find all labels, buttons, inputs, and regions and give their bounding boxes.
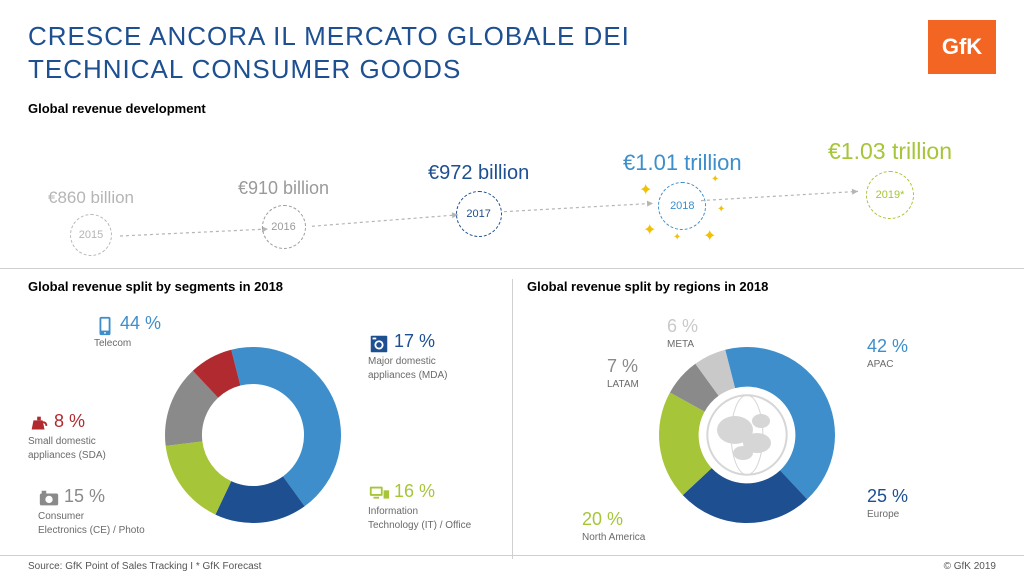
sparkle-icon: ✦ <box>643 220 656 240</box>
computer-icon <box>368 483 390 505</box>
timeline-node: €910 billion 2016 <box>238 178 329 249</box>
chart-label: 6 % META <box>667 315 698 351</box>
timeline-year-circle: 2016 <box>262 205 306 249</box>
chart-label-pct: 8 % <box>54 411 85 431</box>
chart-label-pct: 44 % <box>120 313 161 333</box>
timeline-node: €972 billion 2017 <box>428 162 529 237</box>
timeline-value: €972 billion <box>428 162 529 185</box>
chart-label: 44 % Telecom <box>94 312 161 351</box>
chart-label: 42 % APAC <box>867 335 908 371</box>
chart-label-name: META <box>667 339 694 350</box>
globe-icon <box>707 395 786 474</box>
segment-donut: 44 % Telecom 17 % Major domesticappliances … <box>28 300 498 540</box>
chart-label: 25 % Europe <box>867 485 908 521</box>
chart-label-name: Small domesticappliances (SDA) <box>28 436 106 461</box>
region-donut: 42 % APAC 25 % Europe 20 % North America 7 % LA… <box>527 300 997 540</box>
logo-text: GfK <box>942 34 982 60</box>
footer: Source: GfK Point of Sales Tracking I * … <box>0 555 1024 577</box>
chart-label: 7 % LATAM <box>607 355 639 391</box>
page-title: CRESCE ANCORA IL MERCATO GLOBALE DEI TEC… <box>28 20 630 85</box>
timeline-value: €860 billion <box>48 188 134 208</box>
chart-label: 8 % Small domesticappliances (SDA) <box>28 410 106 463</box>
chart-label-pct: 17 % <box>394 331 435 351</box>
region-chart-panel: Global revenue split by regions in 2018 … <box>513 279 997 559</box>
footer-source: Source: GfK Point of Sales Tracking I * … <box>28 561 261 572</box>
timeline-node: €1.03 trillion 2019* <box>828 138 952 219</box>
camera-icon <box>38 488 60 510</box>
timeline-year-circle: 2018 <box>658 182 706 230</box>
footer-copyright: © GfK 2019 <box>944 561 996 572</box>
chart-label: 16 % InformationTechnology (IT) / Office <box>368 480 471 533</box>
kettle-icon <box>28 413 50 435</box>
timeline-title: Global revenue development <box>28 101 996 116</box>
phone-icon <box>94 315 116 337</box>
chart-label-name: InformationTechnology (IT) / Office <box>368 506 471 531</box>
chart-label-name: APAC <box>867 359 894 370</box>
chart-label-name: Major domesticappliances (MDA) <box>368 356 447 381</box>
segment-chart-title: Global revenue split by segments in 2018 <box>28 279 498 294</box>
sparkle-icon: ✦ <box>639 180 652 200</box>
gfk-logo: GfK <box>928 20 996 74</box>
timeline-node: €860 billion 2015 <box>48 188 134 256</box>
chart-label: 15 % ConsumerElectronics (CE) / Photo <box>38 485 145 538</box>
chart-label-name: LATAM <box>607 379 639 390</box>
segment-chart-panel: Global revenue split by segments in 2018… <box>28 279 513 559</box>
timeline-value: €1.03 trillion <box>828 138 952 165</box>
chart-label-pct: 16 % <box>394 481 435 501</box>
washer-icon <box>368 333 390 355</box>
chart-label-name: Europe <box>867 509 899 520</box>
chart-label-name: North America <box>582 532 645 543</box>
revenue-timeline: €860 billion 2015 €910 billion 2016 €972… <box>28 130 996 260</box>
chart-label-pct: 6 % <box>667 316 698 336</box>
sparkle-icon: ✦ <box>717 204 725 215</box>
sparkle-icon: ✦ <box>703 226 716 246</box>
chart-label-pct: 25 % <box>867 486 908 506</box>
timeline-value: €910 billion <box>238 178 329 199</box>
chart-label-pct: 42 % <box>867 336 908 356</box>
chart-label-pct: 20 % <box>582 509 623 529</box>
charts-row: Global revenue split by segments in 2018… <box>28 279 996 559</box>
sparkle-icon: ✦ <box>673 232 681 243</box>
timeline-year-circle: 2017 <box>456 191 502 237</box>
chart-label: 20 % North America <box>582 508 645 544</box>
sparkle-icon: ✦ <box>711 174 719 185</box>
chart-label-name: ConsumerElectronics (CE) / Photo <box>38 511 145 536</box>
title-line1: CRESCE ANCORA IL MERCATO GLOBALE DEI <box>28 21 630 51</box>
timeline-value: €1.01 trillion <box>623 150 742 176</box>
region-chart-title: Global revenue split by regions in 2018 <box>527 279 997 294</box>
title-line2: TECHNICAL CONSUMER GOODS <box>28 54 461 84</box>
chart-label-pct: 15 % <box>64 486 105 506</box>
chart-label: 17 % Major domesticappliances (MDA) <box>368 330 447 383</box>
timeline-year-circle: 2019* <box>866 171 914 219</box>
divider <box>0 268 1024 269</box>
chart-label-pct: 7 % <box>607 356 638 376</box>
chart-label-name: Telecom <box>94 338 131 349</box>
timeline-year-circle: 2015 <box>70 214 112 256</box>
header: CRESCE ANCORA IL MERCATO GLOBALE DEI TEC… <box>28 20 996 85</box>
